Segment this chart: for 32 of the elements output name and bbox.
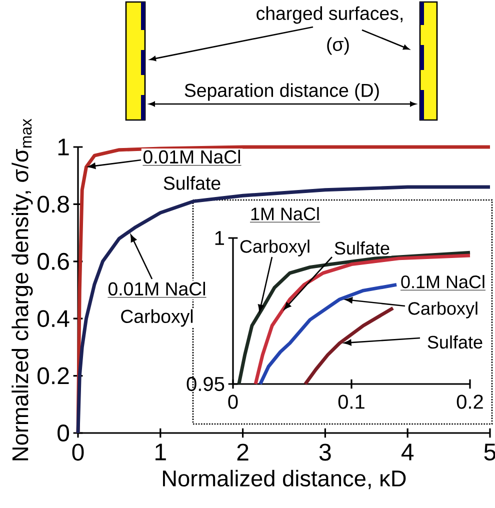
y-axis-title: Normalized charge density, σ/σ$_{max}$ [12, 118, 33, 460]
annotation: 0.1M NaCl [401, 275, 484, 288]
x-tick-label: 2 [237, 444, 248, 460]
y-tick-label: 1 [58, 138, 69, 156]
annotation: 0.01M NaCl [143, 150, 240, 164]
y-tick-label: 0.4 [38, 310, 70, 328]
x-tick-label: 0 [228, 394, 238, 409]
x-tick-label: 0 [72, 444, 84, 461]
text: Separation distance (D) [184, 83, 379, 101]
x-tick-label: 0.2 [456, 394, 483, 409]
line-series [304, 306, 395, 386]
annotation: Sulfate [334, 241, 390, 255]
line-series [258, 282, 398, 386]
y-tick-label: 0.2 [38, 367, 69, 384]
y-tick-label: 0 [58, 424, 70, 442]
annotation: 0.01M NaCl [108, 282, 206, 296]
text: (σ) [327, 37, 349, 55]
x-axis-title: Normalized distance, κD [163, 470, 406, 490]
y-tick-label: 0.95 [186, 376, 224, 392]
x-tick-label: 4 [401, 444, 414, 460]
annotation: Carboxyl [240, 240, 310, 256]
y-tick-label: 0.6 [38, 252, 69, 270]
x-tick-label: 1 [156, 444, 166, 460]
annotation: 1M NaCl [251, 207, 319, 220]
annotation: Carboxyl [121, 309, 193, 327]
annotation: Sulfate [164, 176, 220, 190]
annotation: Sulfate [428, 335, 482, 349]
y-tick-label: 0.8 [38, 196, 69, 213]
x-tick-label: 3 [319, 444, 331, 461]
annotation: Carboxyl [408, 302, 478, 318]
text: charged surfaces, [256, 6, 402, 24]
x-tick-label: 0.1 [338, 394, 364, 409]
